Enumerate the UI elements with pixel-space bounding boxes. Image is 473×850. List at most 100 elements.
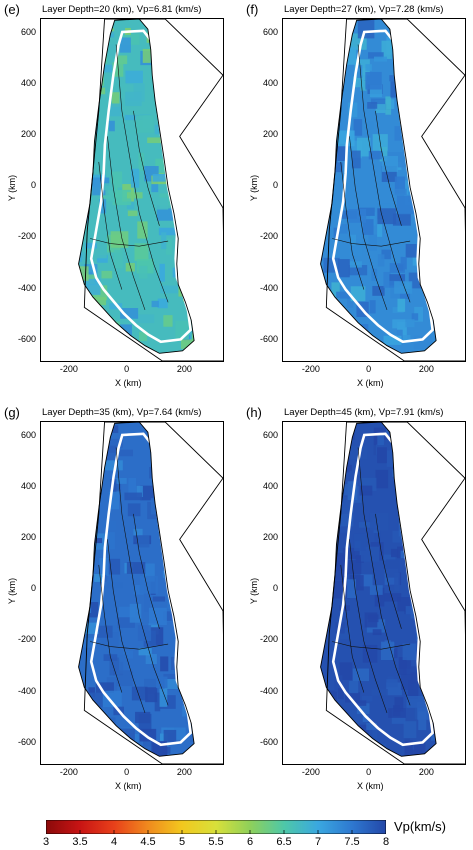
velocity-cell [320, 587, 325, 595]
velocity-cell [180, 159, 193, 177]
velocity-cell [135, 711, 151, 724]
velocity-cell [186, 531, 195, 550]
velocity-cell [464, 150, 465, 162]
velocity-cell [429, 241, 437, 250]
fault-line [98, 161, 123, 290]
velocity-cell [401, 85, 413, 91]
velocity-cell [104, 625, 123, 634]
velocity-cell [79, 312, 90, 327]
velocity-cell [86, 24, 100, 42]
velocity-cell [57, 78, 68, 84]
velocity-cell [188, 539, 195, 557]
velocity-cell [320, 167, 327, 181]
velocity-cell [351, 150, 361, 169]
velocity-cell [320, 337, 331, 350]
velocity-cell [434, 134, 437, 148]
velocity-cell [320, 226, 322, 235]
velocity-cell [88, 687, 95, 698]
velocity-cell [192, 257, 195, 273]
colorbar [46, 820, 386, 834]
velocity-cell [283, 563, 289, 574]
colorbar-tick-label: 5.5 [208, 836, 224, 848]
velocity-cell [350, 286, 366, 302]
velocity-cell [60, 233, 67, 240]
velocity-cell [171, 584, 185, 592]
velocity-cell [423, 195, 433, 202]
map-frame [40, 18, 224, 362]
panel-label: (f) [246, 2, 259, 17]
velocity-cell [56, 91, 68, 100]
velocity-cell [121, 84, 134, 98]
velocity-cell [296, 351, 314, 359]
velocity-cell [78, 561, 82, 573]
velocity-cell [85, 242, 97, 249]
y-tick-label: 400 [262, 78, 278, 89]
velocity-cell [78, 620, 87, 627]
velocity-cell [458, 306, 465, 325]
map-panel-g: (g) Layer Depth=35 (km), Vp=7.64 (km/s) 60… [0, 403, 228, 793]
velocity-cell [112, 189, 132, 206]
velocity-cell [216, 201, 223, 218]
velocity-cell [285, 462, 301, 471]
velocity-cell [320, 476, 335, 486]
panel-title: Layer Depth=20 (km), Vp=6.81 (km/s) [42, 4, 202, 15]
velocity-field [78, 422, 195, 757]
velocity-cell [89, 443, 108, 457]
velocity-cell [368, 52, 384, 59]
velocity-cell [190, 202, 195, 209]
panel-label: (h) [246, 405, 262, 420]
velocity-cell [299, 147, 307, 159]
velocity-cell [351, 739, 362, 755]
velocity-cell [312, 205, 318, 216]
velocity-cell [183, 690, 189, 696]
velocity-cell [425, 462, 437, 469]
velocity-cell [375, 469, 389, 489]
velocity-cell [437, 177, 446, 185]
velocity-cell [78, 577, 88, 585]
velocity-cell [47, 277, 56, 290]
velocity-cell [43, 218, 52, 226]
velocity-cell [462, 144, 465, 159]
velocity-cell [178, 585, 184, 604]
velocity-cell [52, 707, 65, 720]
velocity-cell [193, 326, 195, 344]
velocity-cell [426, 212, 437, 231]
velocity-cell [358, 522, 377, 528]
y-axis-label: Y (km) [249, 174, 259, 202]
velocity-cell [202, 610, 220, 618]
velocity-cell [399, 292, 411, 299]
velocity-cell [205, 653, 217, 669]
velocity-cell [182, 610, 195, 627]
velocity-cell [339, 662, 353, 680]
velocity-cell [297, 203, 308, 208]
velocity-cell [181, 197, 195, 214]
velocity-cell [101, 270, 113, 279]
velocity-cell [188, 427, 195, 439]
velocity-cell [85, 23, 99, 39]
velocity-cell [357, 19, 375, 39]
y-tick-label: 600 [262, 27, 278, 38]
velocity-cell [304, 748, 320, 764]
velocity-cell [78, 84, 95, 92]
velocity-cell [133, 584, 144, 595]
velocity-cell [421, 649, 431, 668]
x-tick-label: -200 [59, 767, 78, 777]
velocity-cell [60, 176, 78, 185]
velocity-cell [419, 489, 437, 501]
velocity-cell [46, 319, 54, 336]
velocity-cell [145, 687, 158, 703]
velocity-cell [383, 271, 391, 288]
velocity-cell [47, 284, 52, 294]
velocity-cell [320, 64, 324, 80]
fault-line [90, 641, 169, 650]
velocity-cell [394, 281, 413, 294]
velocity-cell [117, 617, 135, 628]
velocity-cell [410, 92, 419, 105]
velocity-cell [292, 343, 306, 348]
velocity-cell [138, 331, 148, 342]
velocity-cell [105, 185, 115, 202]
velocity-cell [451, 705, 461, 721]
x-tick-label: -200 [59, 364, 78, 374]
velocity-cell [47, 120, 53, 134]
velocity-cell [201, 80, 210, 90]
